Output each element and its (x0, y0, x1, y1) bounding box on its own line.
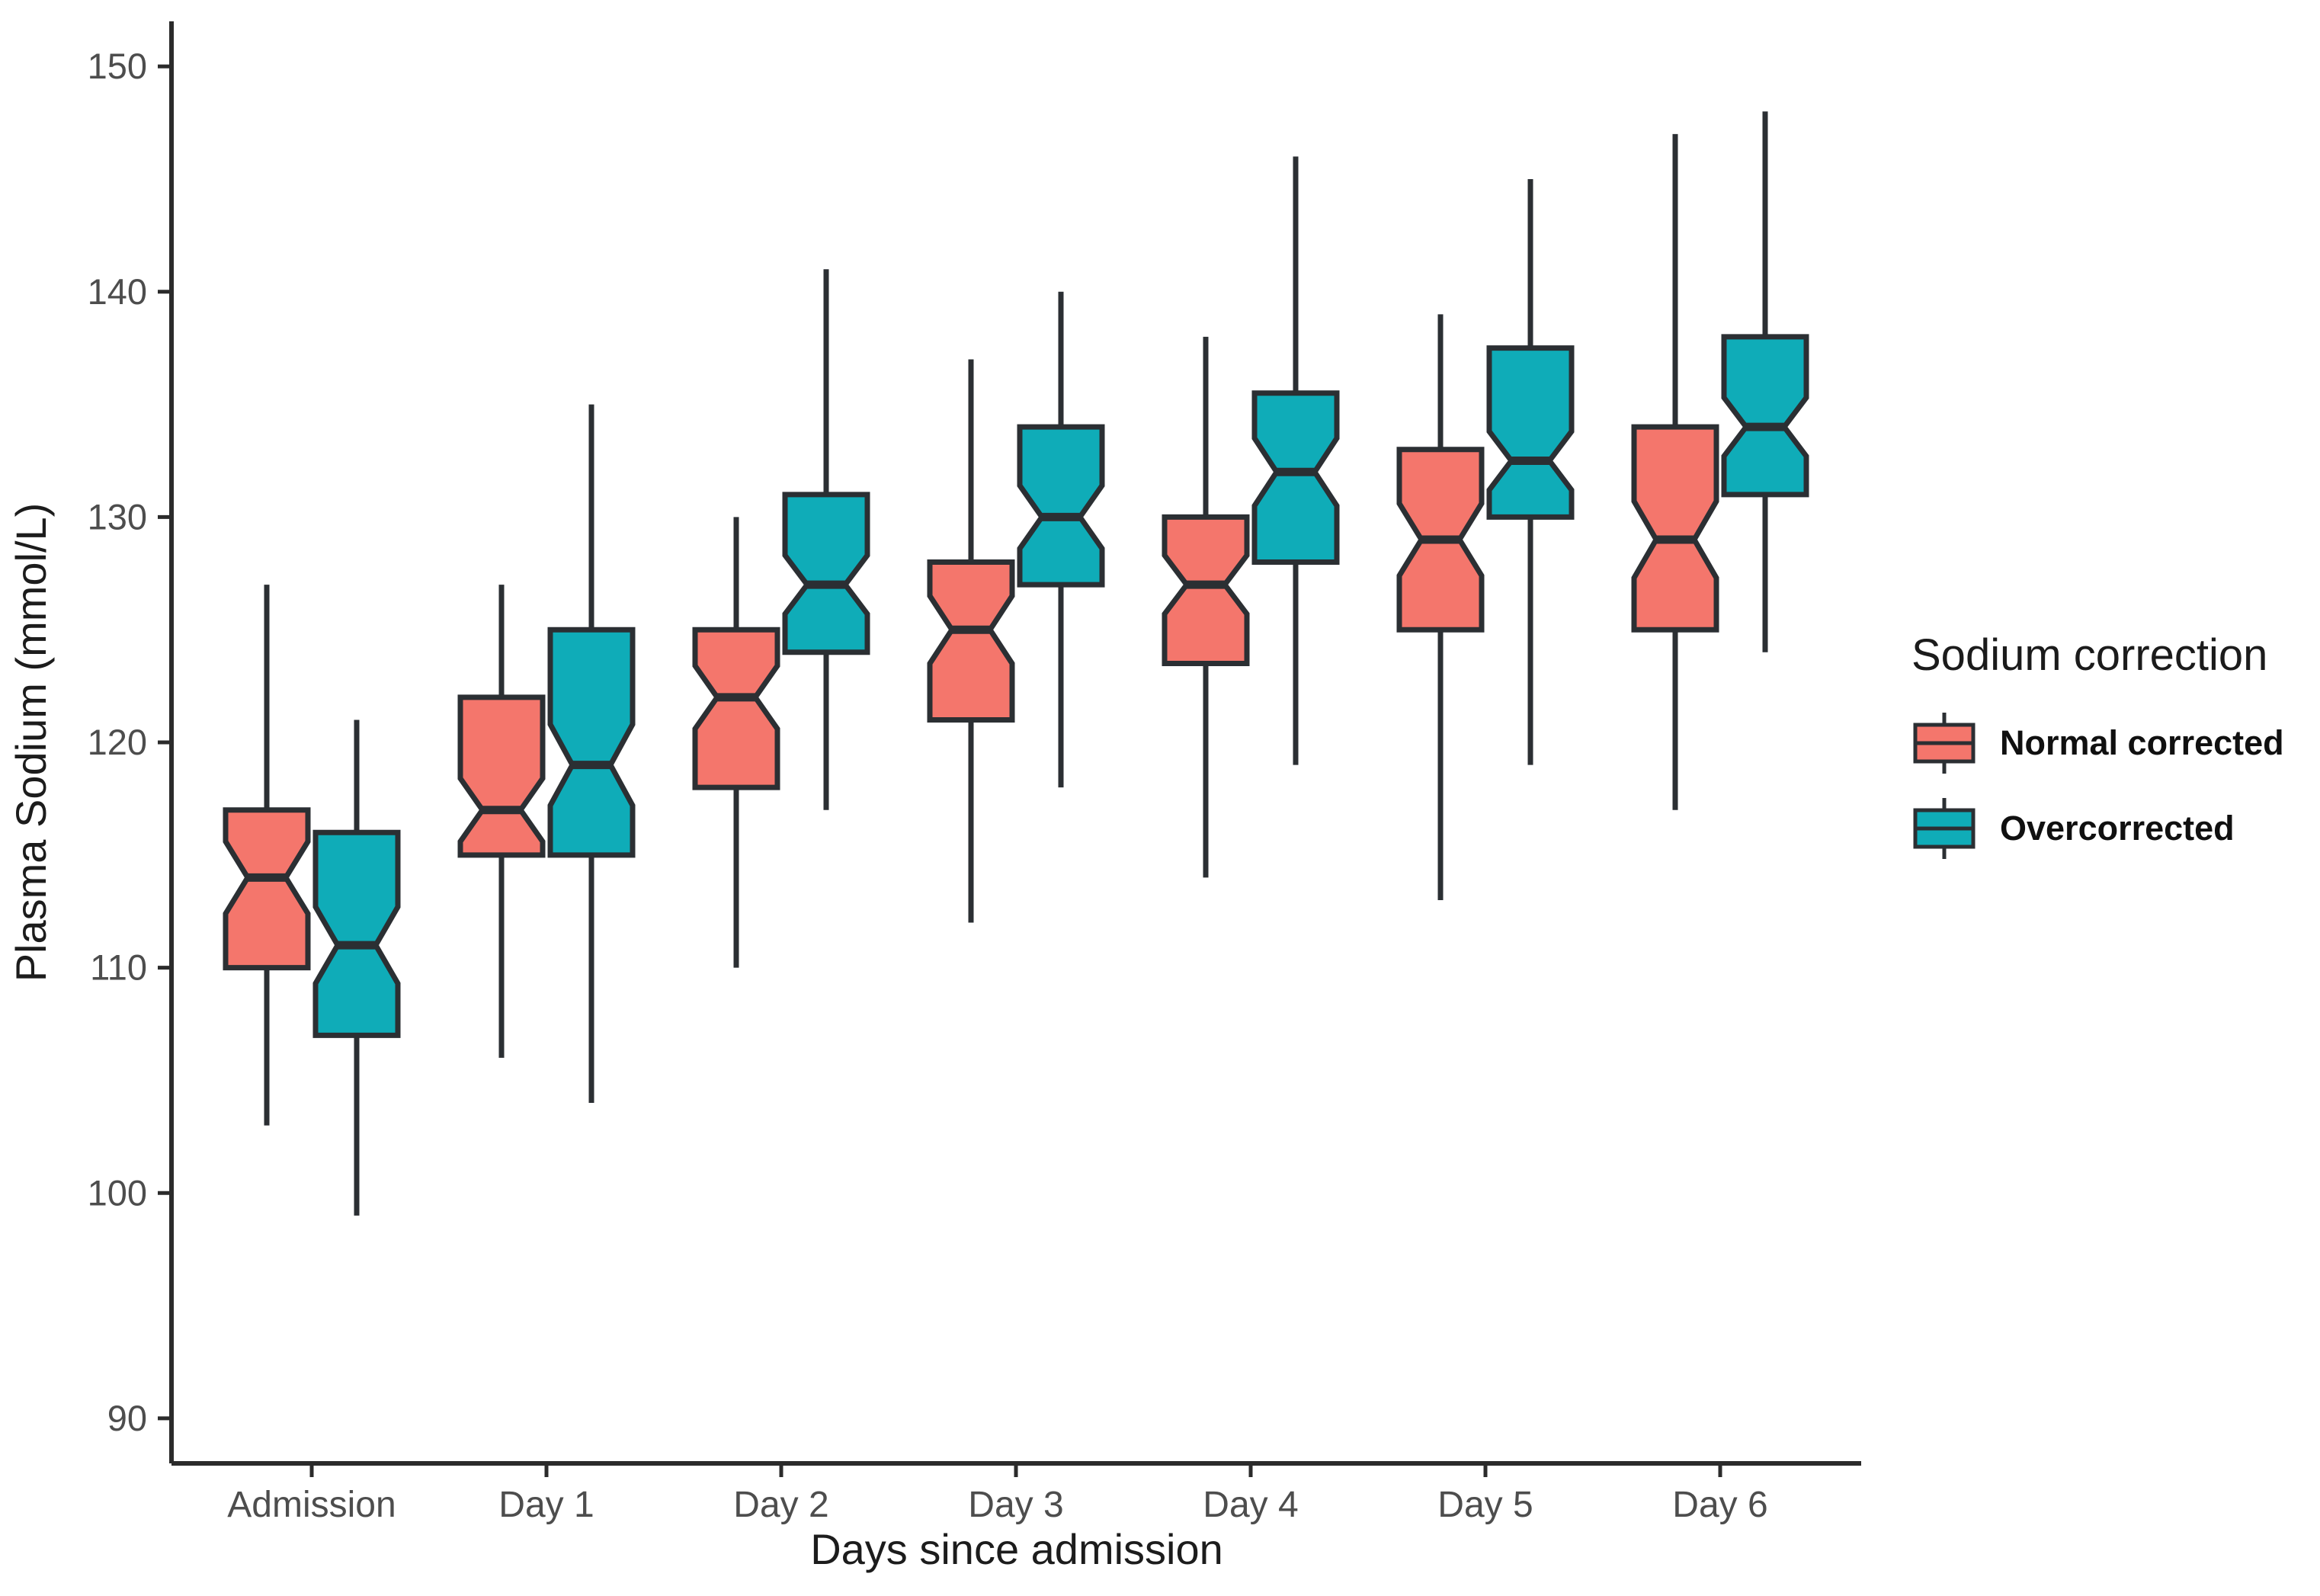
y-tick-label: 140 (88, 271, 147, 312)
x-axis-title: Days since admission (810, 1525, 1223, 1573)
y-tick-label: 110 (90, 947, 147, 988)
x-tick-label: Day 2 (733, 1485, 828, 1525)
box-overcorrected-day-3 (1017, 424, 1105, 588)
box-normal-corrected-day-6 (1631, 424, 1719, 633)
box-normal-corrected-day-4 (1162, 514, 1250, 667)
x-tick-label: Day 1 (498, 1485, 594, 1525)
boxplot-key-icon-normal (1913, 713, 1976, 774)
box-normal-corrected-day-1 (457, 694, 546, 858)
y-tick-label: 100 (88, 1172, 147, 1213)
x-tick-label: Day 3 (968, 1485, 1063, 1525)
legend-title: Sodium correction (1911, 630, 2268, 680)
legend-item-label: Normal corrected (2000, 723, 2284, 762)
box-overcorrected-day-1 (547, 627, 636, 858)
y-tick-label: 120 (88, 722, 147, 762)
x-tick-label: Day 4 (1203, 1485, 1298, 1525)
box-normal-corrected-day-2 (692, 627, 780, 790)
legend-item-overcorrected: Overcorrected (1911, 795, 2320, 862)
legend-item-label: Overcorrected (2000, 809, 2235, 848)
box-overcorrected-admission (312, 829, 401, 1038)
y-tick-label: 130 (88, 496, 147, 537)
y-axis-title: Plasma Sodium (mmol/L) (7, 503, 55, 982)
box-overcorrected-day-5 (1486, 345, 1575, 520)
x-tick-label: Admission (227, 1485, 396, 1525)
box-normal-corrected-day-3 (927, 559, 1015, 723)
legend: Sodium correction Normal corrected Overc… (1911, 630, 2320, 880)
x-tick-label: Day 5 (1437, 1485, 1533, 1525)
y-tick-label: 90 (107, 1398, 147, 1438)
boxplot-key-icon-over (1913, 798, 1976, 859)
legend-item-normal-corrected: Normal corrected (1911, 710, 2320, 777)
box-overcorrected-day-4 (1251, 390, 1340, 565)
box-normal-corrected-admission (223, 807, 311, 971)
x-tick-label: Day 6 (1672, 1485, 1767, 1525)
y-tick-label: 150 (88, 46, 147, 86)
box-overcorrected-day-6 (1721, 334, 1809, 498)
plot-marks-layer: 90 100 110 120 130 140 150 Admission Day 1 Day 2 D… (88, 21, 1861, 1525)
box-overcorrected-day-2 (782, 492, 870, 655)
